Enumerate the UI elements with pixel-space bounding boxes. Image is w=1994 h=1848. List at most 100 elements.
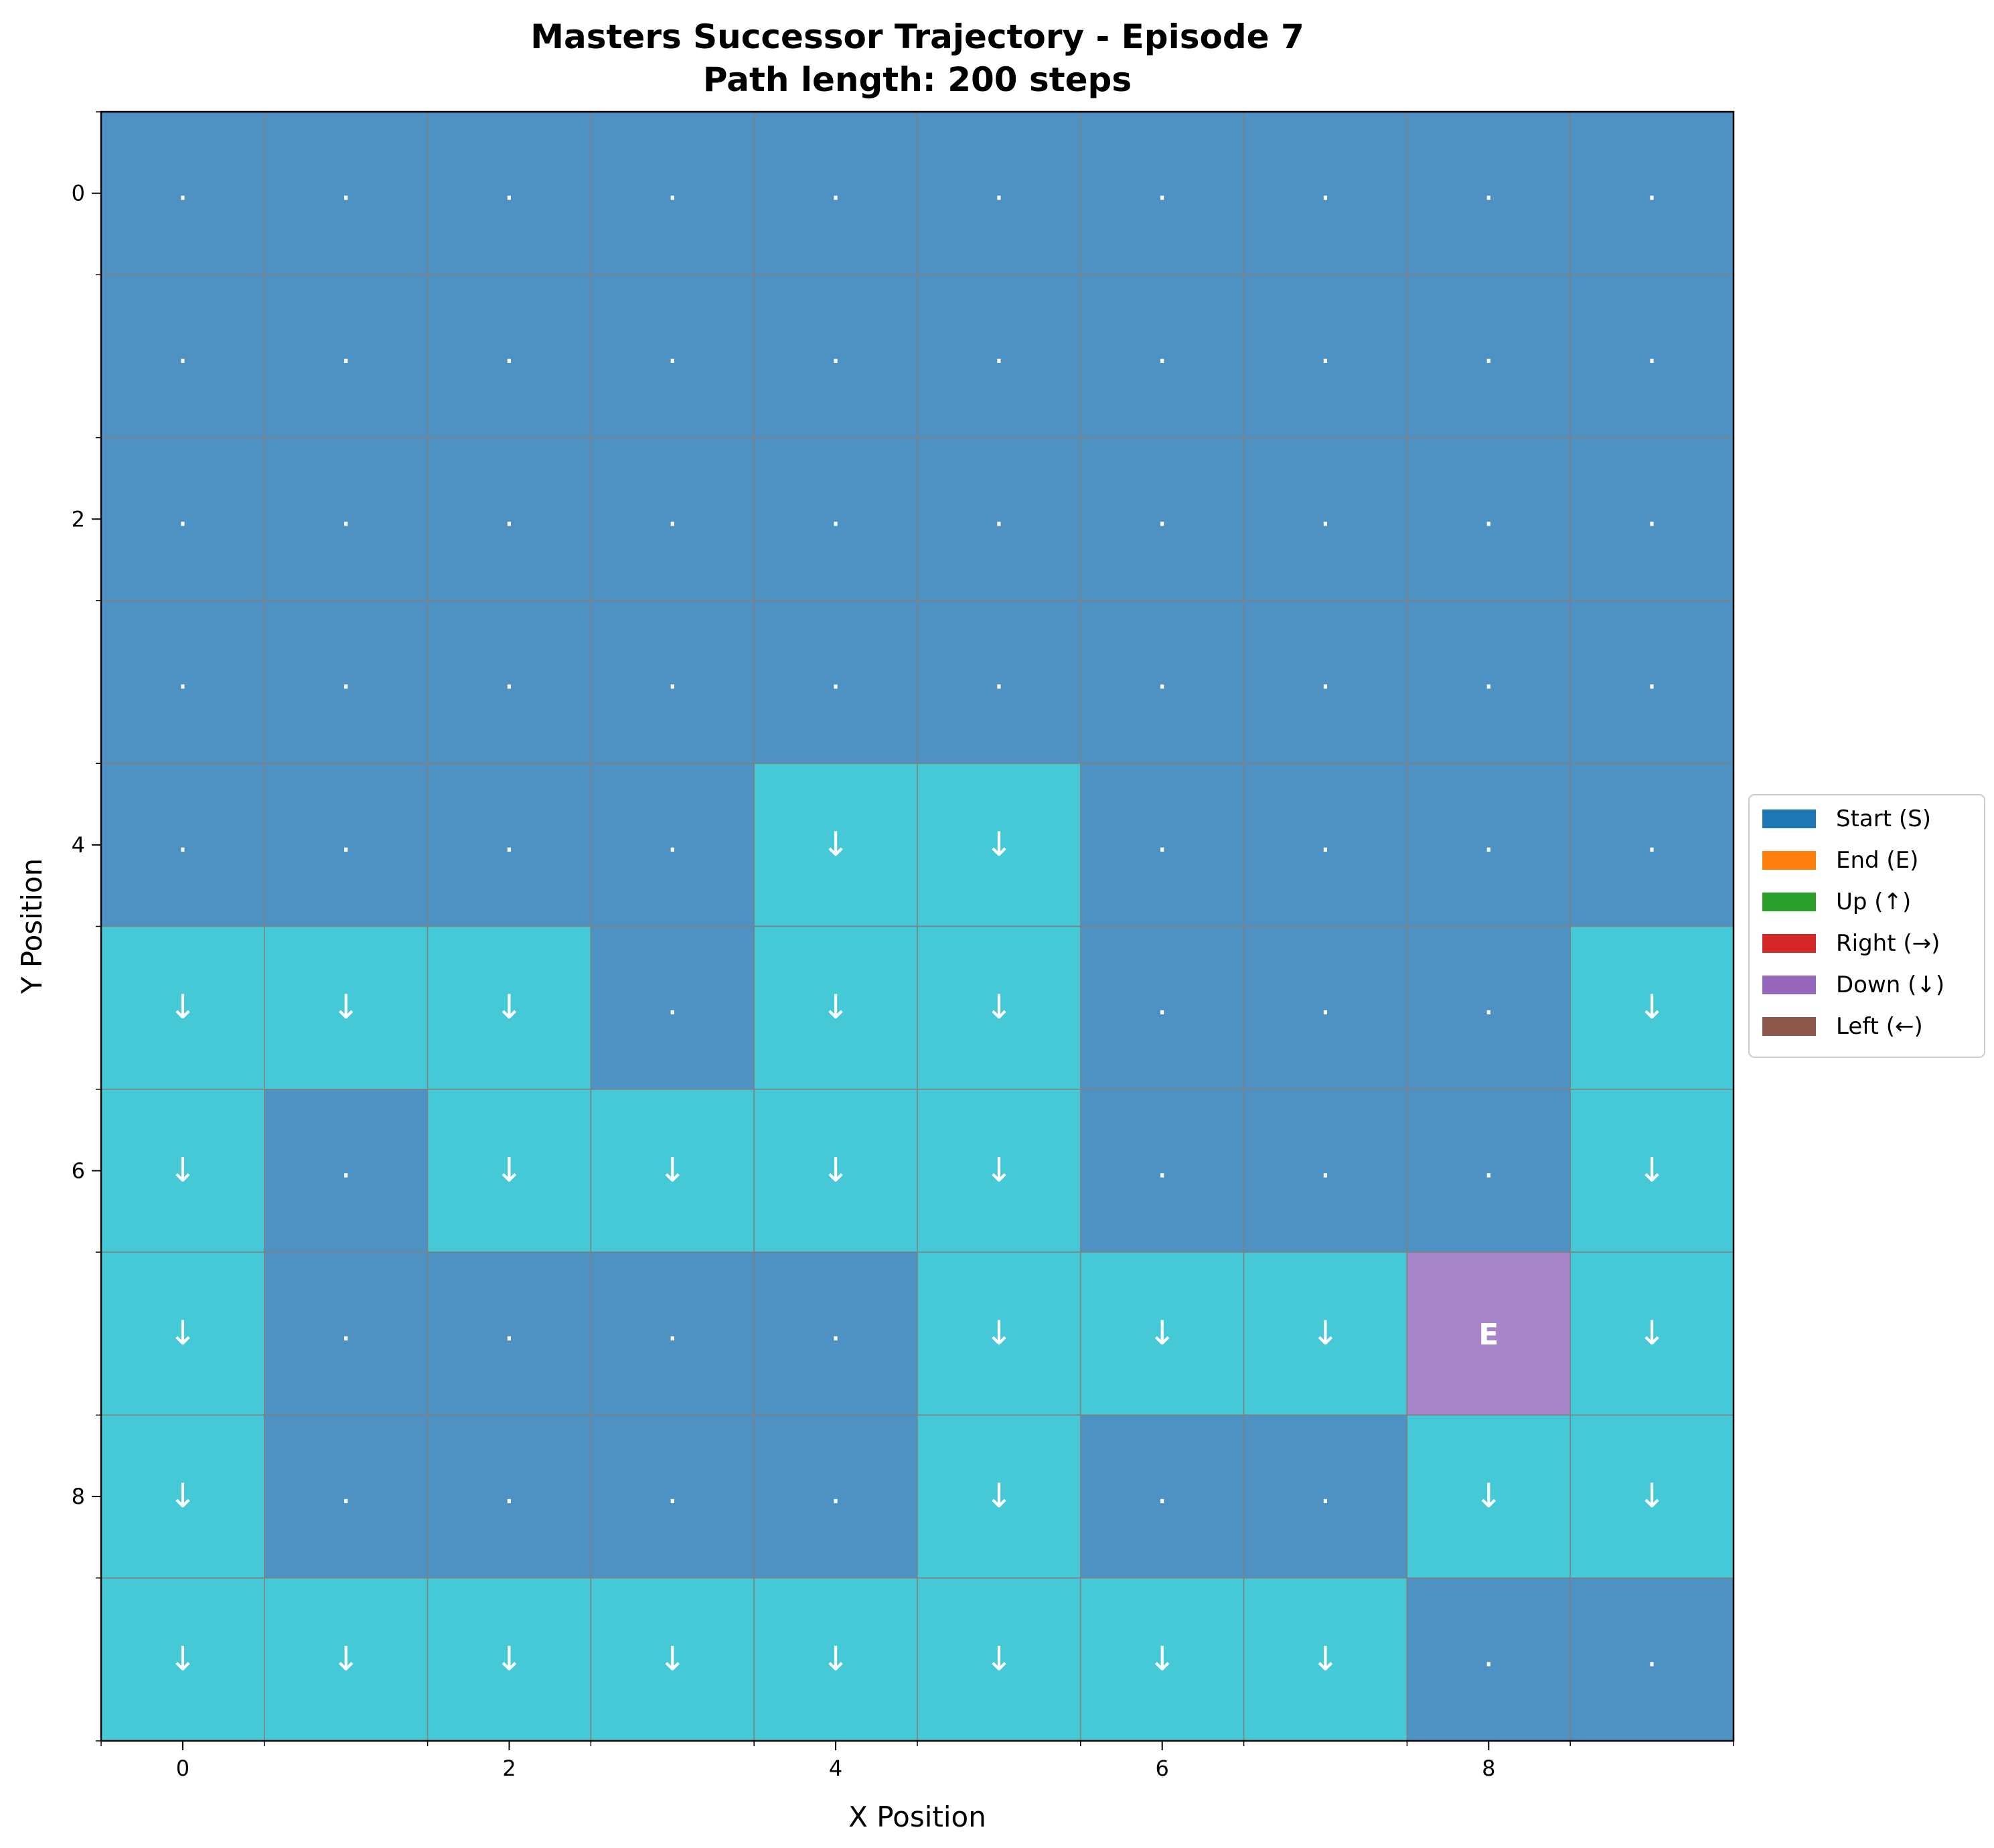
grid-cell — [1406, 600, 1571, 764]
cell-glyph: ↓ — [1148, 1314, 1176, 1353]
cell-glyph: . — [504, 495, 515, 534]
legend-swatch — [1762, 1017, 1816, 1036]
grid-cell — [264, 274, 429, 439]
grid-cell — [1080, 1414, 1245, 1579]
grid-cell — [427, 925, 592, 1090]
cell-glyph: . — [994, 169, 1004, 208]
grid-cell — [590, 1577, 755, 1742]
grid-cell — [1569, 1577, 1734, 1742]
cell-glyph: ↓ — [822, 1639, 850, 1678]
cell-glyph: . — [1320, 658, 1331, 697]
grid-cell — [590, 763, 755, 927]
cell-glyph: ↓ — [169, 1476, 197, 1515]
grid-cell — [1080, 1577, 1245, 1742]
grid-cell — [1569, 1414, 1734, 1579]
grid-cell — [100, 111, 265, 276]
cell-glyph: ↓ — [822, 988, 850, 1026]
grid-cell — [427, 437, 592, 601]
cell-glyph: ↓ — [658, 1639, 686, 1678]
grid-cell — [1243, 1251, 1408, 1416]
grid-cell — [1406, 437, 1571, 601]
cell-glyph: . — [1320, 1472, 1331, 1511]
grid-cell — [753, 600, 918, 764]
grid-cell — [590, 600, 755, 764]
cell-glyph: . — [1646, 169, 1657, 208]
cell-glyph: . — [1483, 658, 1494, 697]
grid-cell — [1243, 274, 1408, 439]
grid-cell — [100, 925, 265, 1090]
grid-cell — [753, 925, 918, 1090]
cell-glyph: ↓ — [1638, 1150, 1666, 1189]
cell-glyph: ↓ — [985, 988, 1013, 1026]
grid-cell — [264, 763, 429, 927]
grid-cell — [1569, 763, 1734, 927]
cell-glyph: . — [1320, 984, 1331, 1022]
cell-glyph: . — [1483, 1146, 1494, 1185]
cell-glyph: . — [830, 495, 841, 534]
cell-glyph: . — [341, 332, 352, 371]
grid-cell — [1243, 1089, 1408, 1253]
grid-cell — [753, 1251, 918, 1416]
cell-glyphs: ........................................… — [169, 169, 1666, 1679]
y-tick-label: 2 — [72, 506, 85, 532]
grid-cell — [917, 1251, 1081, 1416]
x-tick-label: 2 — [502, 1756, 516, 1781]
grid-cell — [1569, 274, 1734, 439]
grid-cell — [917, 925, 1081, 1090]
grid-cell — [590, 1414, 755, 1579]
cell-glyph: . — [1157, 821, 1168, 860]
legend-label: Right (→) — [1836, 930, 1940, 957]
legend-swatch — [1762, 976, 1816, 994]
legend-swatch — [1762, 810, 1816, 828]
cell-glyph: . — [830, 1472, 841, 1511]
legend-swatch — [1762, 893, 1816, 911]
grid-cell — [1080, 274, 1245, 439]
cell-glyph: ↓ — [985, 1150, 1013, 1189]
cell-glyph: ↓ — [822, 825, 850, 864]
legend: Start (S) End (E) Up (↑) Right (→) Down (↓) L… — [1748, 794, 1985, 1058]
cell-glyph: ↓ — [495, 1150, 524, 1189]
cell-glyph: . — [341, 495, 352, 534]
grid-cell — [917, 1414, 1081, 1579]
cell-glyph: E — [1478, 1318, 1499, 1352]
x-tick-label: 0 — [176, 1756, 189, 1781]
cell-glyph: . — [830, 1310, 841, 1349]
cell-glyph: ↓ — [985, 1639, 1013, 1678]
cell-glyph: . — [177, 658, 188, 697]
cell-glyph: . — [177, 495, 188, 534]
grid-cell — [1243, 1577, 1408, 1742]
cell-glyph: . — [1157, 169, 1168, 208]
grid-cell — [1080, 437, 1245, 601]
chart-subtitle: Path length: 200 steps — [703, 60, 1132, 99]
legend-swatch — [1762, 934, 1816, 953]
cell-glyph: . — [1320, 1146, 1331, 1185]
cell-glyph: . — [1157, 658, 1168, 697]
grid-cell — [100, 600, 265, 764]
cell-glyph: . — [177, 169, 188, 208]
cell-glyph: . — [1646, 332, 1657, 371]
grid-cell — [753, 274, 918, 439]
axis-ticks: 0 2 4 6 8 0 2 4 6 8 — [72, 111, 1734, 1781]
grid-cell — [917, 600, 1081, 764]
cell-glyph: . — [1320, 169, 1331, 208]
grid-cell — [753, 111, 918, 276]
grid-cell — [917, 274, 1081, 439]
cell-glyph: . — [1157, 495, 1168, 534]
cell-glyph: . — [341, 1146, 352, 1185]
grid-cell — [264, 1414, 429, 1579]
cell-glyph: . — [667, 332, 678, 371]
grid-cell — [1243, 600, 1408, 764]
grid-cell — [1080, 1089, 1245, 1253]
grid-cell — [264, 111, 429, 276]
cell-glyph: ↓ — [495, 1639, 524, 1678]
cell-glyph: . — [1320, 821, 1331, 860]
plot-frame — [100, 110, 1735, 1742]
cell-glyph: . — [1646, 658, 1657, 697]
grid-cell — [590, 1251, 755, 1416]
cell-glyph: . — [667, 1310, 678, 1349]
cell-glyph: ↓ — [169, 988, 197, 1026]
cell-glyph: . — [341, 821, 352, 860]
cell-glyph: . — [341, 658, 352, 697]
cell-glyph: ↓ — [1474, 1476, 1503, 1515]
cell-glyph: . — [667, 984, 678, 1022]
